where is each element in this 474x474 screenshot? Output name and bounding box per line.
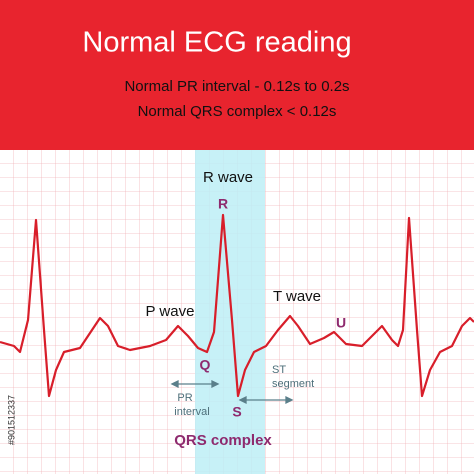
subtitle: Normal QRS complex < 0.12s <box>138 103 337 120</box>
r-label: R <box>218 196 228 212</box>
t-wave-label: T wave <box>273 288 321 305</box>
pr-arrow <box>170 379 220 389</box>
st-segment-label: ST <box>272 364 286 376</box>
ecg-trace <box>0 213 474 398</box>
q-label: Q <box>200 357 211 373</box>
st-arrow <box>238 395 294 405</box>
header-background <box>0 0 474 150</box>
title: Normal ECG reading <box>82 27 351 59</box>
stock-id: #901512337 <box>6 395 16 445</box>
qrs-complex-label: QRS complex <box>174 432 272 449</box>
pr-interval-label: interval <box>174 406 209 418</box>
subtitle: Normal PR interval - 0.12s to 0.2s <box>124 78 349 95</box>
u-label: U <box>336 315 346 331</box>
p-wave-label: P wave <box>146 303 195 320</box>
pr-interval-label: PR <box>177 392 192 404</box>
st-segment-label: segment <box>272 378 314 390</box>
qrs-band <box>195 150 265 474</box>
s-label: S <box>232 404 241 420</box>
r-wave-label: R wave <box>203 169 253 186</box>
